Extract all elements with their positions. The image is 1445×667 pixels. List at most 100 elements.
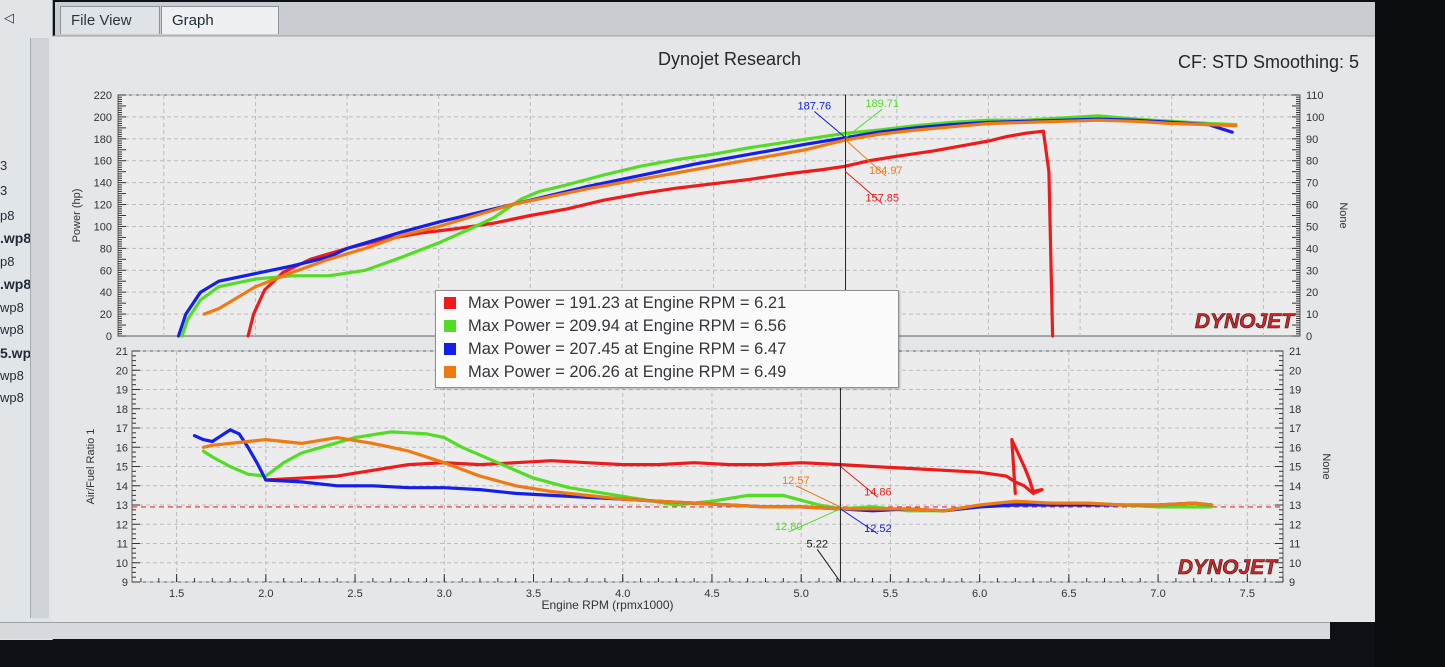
file-sidebar: ◁ 3 3 p8 .wp8 p8 .wp8 wp8 wp8 5.wp8 wp8 … bbox=[0, 0, 53, 640]
sidebar-item[interactable]: wp8 bbox=[0, 300, 24, 315]
legend-swatch bbox=[444, 343, 456, 355]
x-tick-label: 2.5 bbox=[347, 588, 362, 600]
sidebar-item[interactable]: 5.wp8 bbox=[0, 345, 39, 361]
y-tick-label: 120 bbox=[94, 200, 112, 212]
y-tick-label: 14 bbox=[116, 481, 128, 493]
callout-leader bbox=[814, 111, 846, 139]
y2-tick-label: 16 bbox=[1289, 442, 1301, 454]
y2-tick-label: 30 bbox=[1306, 265, 1318, 277]
tab-file-view[interactable]: File View bbox=[60, 6, 160, 34]
y-tick-label: 0 bbox=[106, 331, 112, 343]
callout-value: 14.86 bbox=[864, 486, 892, 498]
y-tick-label: 20 bbox=[100, 309, 112, 321]
callout-leader bbox=[845, 171, 883, 204]
dynojet-watermark: DYNOJET bbox=[1178, 556, 1279, 579]
sidebar-item[interactable]: .wp8 bbox=[0, 230, 32, 246]
y-tick-label: 60 bbox=[100, 265, 112, 277]
y-tick-label: 13 bbox=[116, 500, 128, 512]
y2-tick-label: 18 bbox=[1289, 404, 1301, 416]
legend-entry: Max Power = 206.26 at Engine RPM = 6.49 bbox=[444, 361, 786, 383]
x-tick-label: 5.0 bbox=[794, 588, 809, 600]
sidebar-arrow-icon[interactable]: ◁ bbox=[4, 10, 14, 25]
y-tick-label: 9 bbox=[122, 577, 128, 589]
legend-text: Max Power = 207.45 at Engine RPM = 6.47 bbox=[468, 340, 787, 358]
legend-text: Max Power = 209.94 at Engine RPM = 6.56 bbox=[468, 317, 787, 335]
monitor-bezel bbox=[1375, 0, 1445, 667]
y-tick-label: 12 bbox=[116, 519, 128, 531]
x-tick-label: 2.0 bbox=[258, 588, 273, 600]
y2-tick-label: 50 bbox=[1306, 221, 1318, 233]
x-axis-label: Engine RPM (rpmx1000) bbox=[541, 598, 673, 612]
y2-tick-label: 11 bbox=[1289, 539, 1300, 551]
y-tick-label: 180 bbox=[94, 134, 112, 146]
y2-tick-label: 80 bbox=[1306, 156, 1318, 168]
y-tick-label: 10 bbox=[116, 558, 128, 570]
callout-leader bbox=[845, 139, 887, 177]
y2-tick-label: 20 bbox=[1289, 365, 1301, 377]
y2-tick-label: 60 bbox=[1306, 200, 1318, 212]
x-tick-label: 3.0 bbox=[437, 588, 452, 600]
series-line-run-4 bbox=[202, 118, 1238, 316]
sidebar-scrollbar[interactable] bbox=[30, 38, 49, 618]
x-tick-label: 4.5 bbox=[704, 588, 719, 600]
y2-tick-label: 9 bbox=[1289, 577, 1295, 589]
series-line-run-2 bbox=[180, 114, 1238, 338]
x-tick-label: 1.5 bbox=[169, 588, 184, 600]
sidebar-item[interactable]: wp8 bbox=[0, 322, 24, 337]
sidebar-item[interactable]: 3 bbox=[0, 158, 8, 173]
y-tick-label: 100 bbox=[94, 221, 112, 233]
callout-leader bbox=[840, 508, 879, 535]
callout-value: 187.76 bbox=[798, 100, 832, 112]
tab-label: File View bbox=[71, 12, 132, 29]
horizontal-scrollbar[interactable] bbox=[0, 622, 1330, 639]
legend-swatch bbox=[444, 297, 456, 309]
y-tick-label: 20 bbox=[116, 365, 128, 377]
y2-tick-label: 20 bbox=[1306, 287, 1318, 299]
x-tick-label: 5.5 bbox=[883, 588, 898, 600]
y2-axis-label: None bbox=[1337, 202, 1349, 228]
y-tick-label: 200 bbox=[94, 112, 112, 124]
legend-entry: Max Power = 207.45 at Engine RPM = 6.47 bbox=[444, 338, 786, 360]
y-axis-label: Air/Fuel Ratio 1 bbox=[85, 429, 97, 505]
y2-axis-label: None bbox=[1320, 453, 1332, 479]
correction-info: CF: STD Smoothing: 5 bbox=[1178, 52, 1360, 72]
callout-leader bbox=[845, 108, 883, 139]
legend-swatch bbox=[444, 366, 456, 378]
y-tick-label: 19 bbox=[116, 385, 128, 397]
sidebar-item[interactable]: 3 bbox=[0, 183, 8, 198]
y-tick-label: 140 bbox=[94, 178, 112, 190]
sidebar-item[interactable]: p8 bbox=[0, 254, 15, 269]
y2-tick-label: 14 bbox=[1289, 481, 1301, 493]
x-tick-label: 7.0 bbox=[1150, 588, 1165, 600]
y2-tick-label: 13 bbox=[1289, 500, 1301, 512]
sidebar-item[interactable]: wp8 bbox=[0, 390, 24, 405]
y2-tick-label: 15 bbox=[1289, 462, 1301, 474]
series-line-run-4 bbox=[201, 436, 1214, 513]
sidebar-item[interactable]: p8 bbox=[0, 208, 15, 223]
y-tick-label: 21 bbox=[116, 346, 128, 358]
legend-text: Max Power = 191.23 at Engine RPM = 6.21 bbox=[468, 294, 787, 312]
callout-value: 189.71 bbox=[865, 98, 899, 110]
callout-leader bbox=[840, 466, 879, 498]
callout-leader bbox=[816, 548, 841, 583]
x-tick-label: 4.0 bbox=[615, 588, 630, 600]
tab-bar: File View Graph View⊠ bbox=[55, 2, 1375, 57]
callout-value: 12.57 bbox=[782, 475, 810, 487]
y2-tick-label: 21 bbox=[1289, 346, 1301, 358]
callout-value: 12.80 bbox=[775, 521, 803, 533]
series-line-run-1 bbox=[264, 438, 1044, 495]
callout-leader bbox=[788, 508, 841, 533]
callout-value: 184.97 bbox=[869, 165, 903, 177]
legend-entry: Max Power = 191.23 at Engine RPM = 6.21 bbox=[444, 292, 786, 314]
sidebar-item[interactable]: wp8 bbox=[0, 368, 24, 383]
max-power-legend: Max Power = 191.23 at Engine RPM = 6.21 … bbox=[435, 290, 899, 388]
y-tick-label: 160 bbox=[94, 156, 112, 168]
sidebar-item[interactable]: .wp8 bbox=[0, 276, 32, 292]
legend-entry: Max Power = 209.94 at Engine RPM = 6.56 bbox=[444, 315, 786, 337]
y-tick-label: 17 bbox=[116, 423, 128, 435]
y2-tick-label: 19 bbox=[1289, 385, 1301, 397]
callout-value: 12.52 bbox=[864, 523, 892, 535]
x-tick-label: 6.5 bbox=[1061, 588, 1076, 600]
y-tick-label: 18 bbox=[116, 404, 128, 416]
